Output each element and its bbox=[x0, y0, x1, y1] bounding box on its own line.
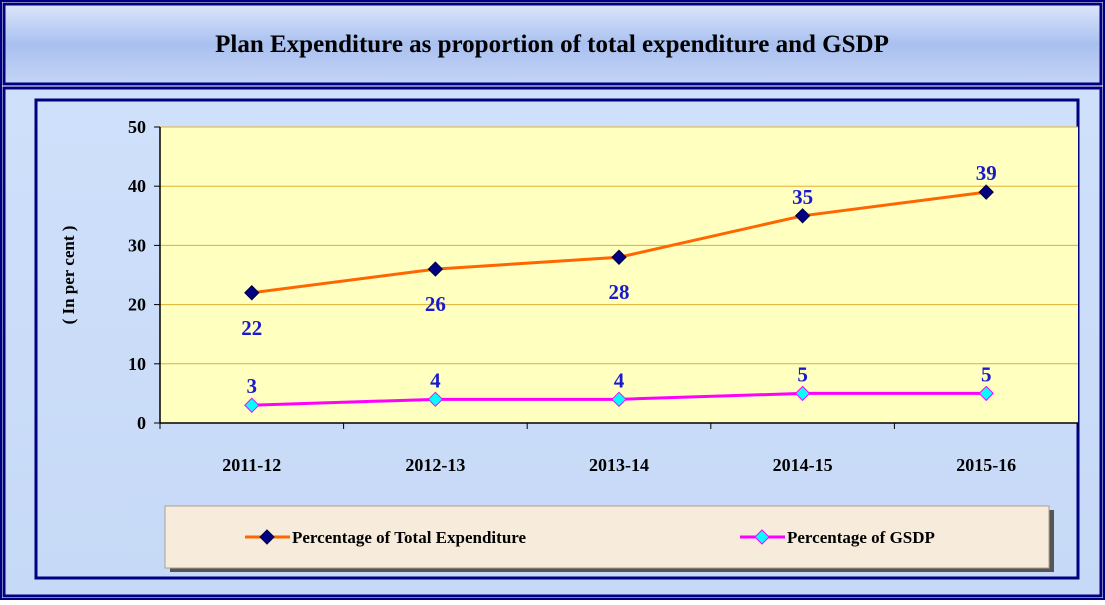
y-axis-label: ( In per cent ) bbox=[59, 226, 78, 325]
y-tick-label: 40 bbox=[128, 176, 146, 196]
data-label: 5 bbox=[981, 362, 992, 386]
data-label: 26 bbox=[425, 292, 446, 316]
y-tick-label: 50 bbox=[128, 117, 146, 137]
y-tick-label: 0 bbox=[137, 413, 146, 433]
marker bbox=[794, 208, 811, 224]
data-label: 28 bbox=[609, 280, 630, 304]
title-box bbox=[2, 2, 1103, 86]
data-label: 3 bbox=[247, 374, 258, 398]
marker bbox=[794, 385, 811, 402]
marker bbox=[978, 385, 994, 402]
legend-label: Percentage of Total Expenditure bbox=[292, 528, 527, 547]
marker bbox=[978, 184, 994, 200]
y-tick-label: 10 bbox=[128, 354, 146, 374]
data-label: 5 bbox=[797, 362, 808, 386]
legend-box bbox=[164, 505, 1050, 569]
x-tick-label: 2014-15 bbox=[773, 455, 833, 475]
y-tick-label: 30 bbox=[128, 235, 146, 255]
x-tick-label: 2012-13 bbox=[405, 455, 465, 475]
legend-label: Percentage of GSDP bbox=[787, 528, 935, 547]
x-tick-label: 2011-12 bbox=[222, 455, 281, 475]
chart-title: Plan Expenditure as proportion of total … bbox=[215, 31, 889, 58]
y-tick-label: 20 bbox=[128, 295, 146, 315]
data-label: 4 bbox=[614, 368, 625, 392]
marker bbox=[427, 261, 444, 277]
data-label: 4 bbox=[430, 368, 441, 392]
x-tick-label: 2015-16 bbox=[956, 455, 1016, 475]
marker bbox=[611, 249, 627, 265]
data-label: 22 bbox=[241, 316, 262, 340]
legend-marker bbox=[259, 529, 275, 545]
data-label: 35 bbox=[792, 185, 813, 209]
x-tick-label: 2013-14 bbox=[589, 455, 649, 475]
marker bbox=[244, 285, 260, 301]
legend-marker bbox=[754, 529, 770, 545]
marker bbox=[427, 391, 444, 408]
data-label: 39 bbox=[976, 161, 997, 185]
marker bbox=[244, 397, 260, 413]
marker bbox=[611, 391, 627, 408]
plot-area bbox=[160, 127, 1078, 423]
